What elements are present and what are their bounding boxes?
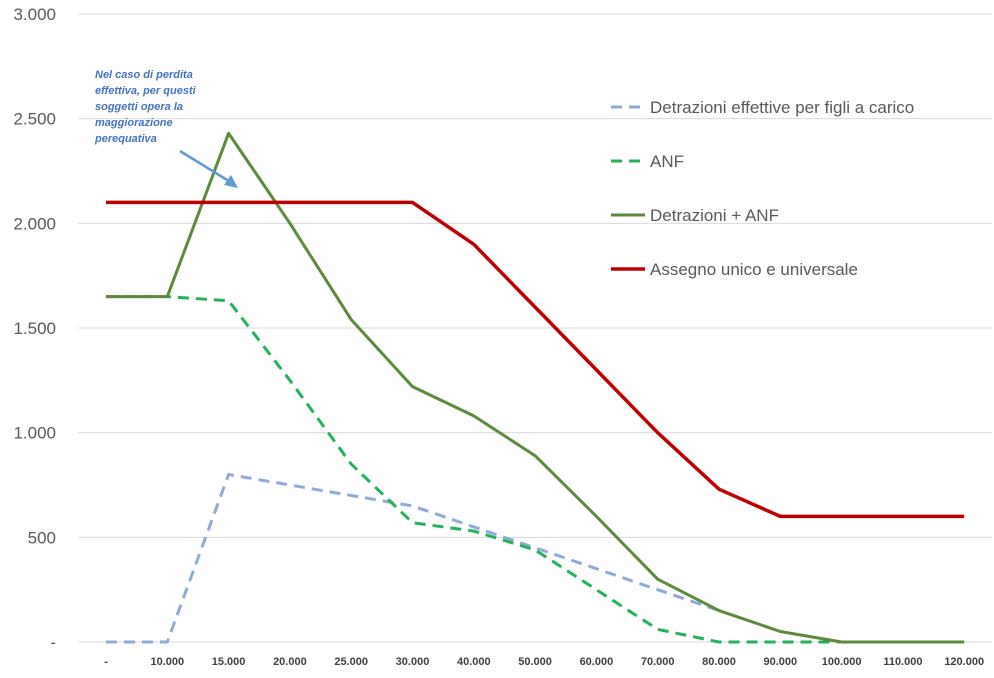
series-line-anf bbox=[106, 295, 842, 644]
annotation-text-line: perequativa bbox=[94, 133, 157, 145]
series-line-detrazioni-effettive-per-figli-a-carico bbox=[106, 473, 720, 644]
x-tick-label: 60.000 bbox=[580, 656, 614, 668]
x-tick-label: 15.000 bbox=[212, 656, 246, 668]
annotation-text-line: effettiva, per questi bbox=[95, 85, 197, 97]
series-line-detrazioni-anf bbox=[106, 131, 965, 644]
x-tick-label: 30.000 bbox=[396, 656, 430, 668]
x-tick-label: 20.000 bbox=[273, 656, 307, 668]
series-line-assegno-unico-e-universale bbox=[106, 200, 965, 519]
legend-label: ANF bbox=[650, 152, 684, 171]
x-axis-tick-labels: - 10.000 15.000 20.000 25.000 30.000 40.000 50.… bbox=[104, 656, 984, 668]
x-tick-label: 80.000 bbox=[702, 656, 736, 668]
annotation-arrowhead bbox=[224, 175, 238, 188]
y-tick-label: 1.000 bbox=[13, 424, 56, 443]
annotation-text-line: soggetti opera la bbox=[95, 101, 183, 113]
gridlines bbox=[78, 13, 992, 643]
legend: Detrazioni effettive per figli a carico A… bbox=[611, 98, 914, 279]
y-tick-label: - bbox=[50, 633, 56, 652]
x-tick-label: 40.000 bbox=[457, 656, 491, 668]
x-tick-label: 120.000 bbox=[944, 656, 984, 668]
annotation: Nel caso di perdita effettiva, per questi… bbox=[94, 69, 238, 188]
y-tick-label: 3.000 bbox=[13, 5, 56, 24]
y-tick-label: 500 bbox=[28, 528, 56, 547]
x-tick-label: 100.000 bbox=[822, 656, 862, 668]
x-tick-label: - bbox=[104, 656, 108, 668]
legend-label: Detrazioni + ANF bbox=[650, 206, 779, 225]
annotation-text-line: maggiorazione bbox=[95, 117, 173, 129]
y-tick-label: 2.000 bbox=[13, 214, 56, 233]
y-axis-tick-labels: - 500 1.000 1.500 2.000 2.500 3.000 bbox=[13, 5, 56, 652]
annotation-arrow bbox=[179, 149, 233, 185]
y-tick-label: 2.500 bbox=[13, 110, 56, 129]
annotation-text-line: Nel caso di perdita bbox=[95, 69, 193, 81]
x-tick-label: 10.000 bbox=[150, 656, 184, 668]
x-tick-label: 50.000 bbox=[518, 656, 552, 668]
x-tick-label: 25.000 bbox=[334, 656, 368, 668]
legend-label: Assegno unico e universale bbox=[650, 260, 858, 279]
x-tick-label: 110.000 bbox=[883, 656, 922, 668]
series-lines bbox=[106, 131, 965, 644]
x-tick-label: 70.000 bbox=[641, 656, 675, 668]
x-tick-label: 90.000 bbox=[763, 656, 797, 668]
y-tick-label: 1.500 bbox=[13, 319, 56, 338]
legend-label: Detrazioni effettive per figli a carico bbox=[650, 98, 914, 117]
